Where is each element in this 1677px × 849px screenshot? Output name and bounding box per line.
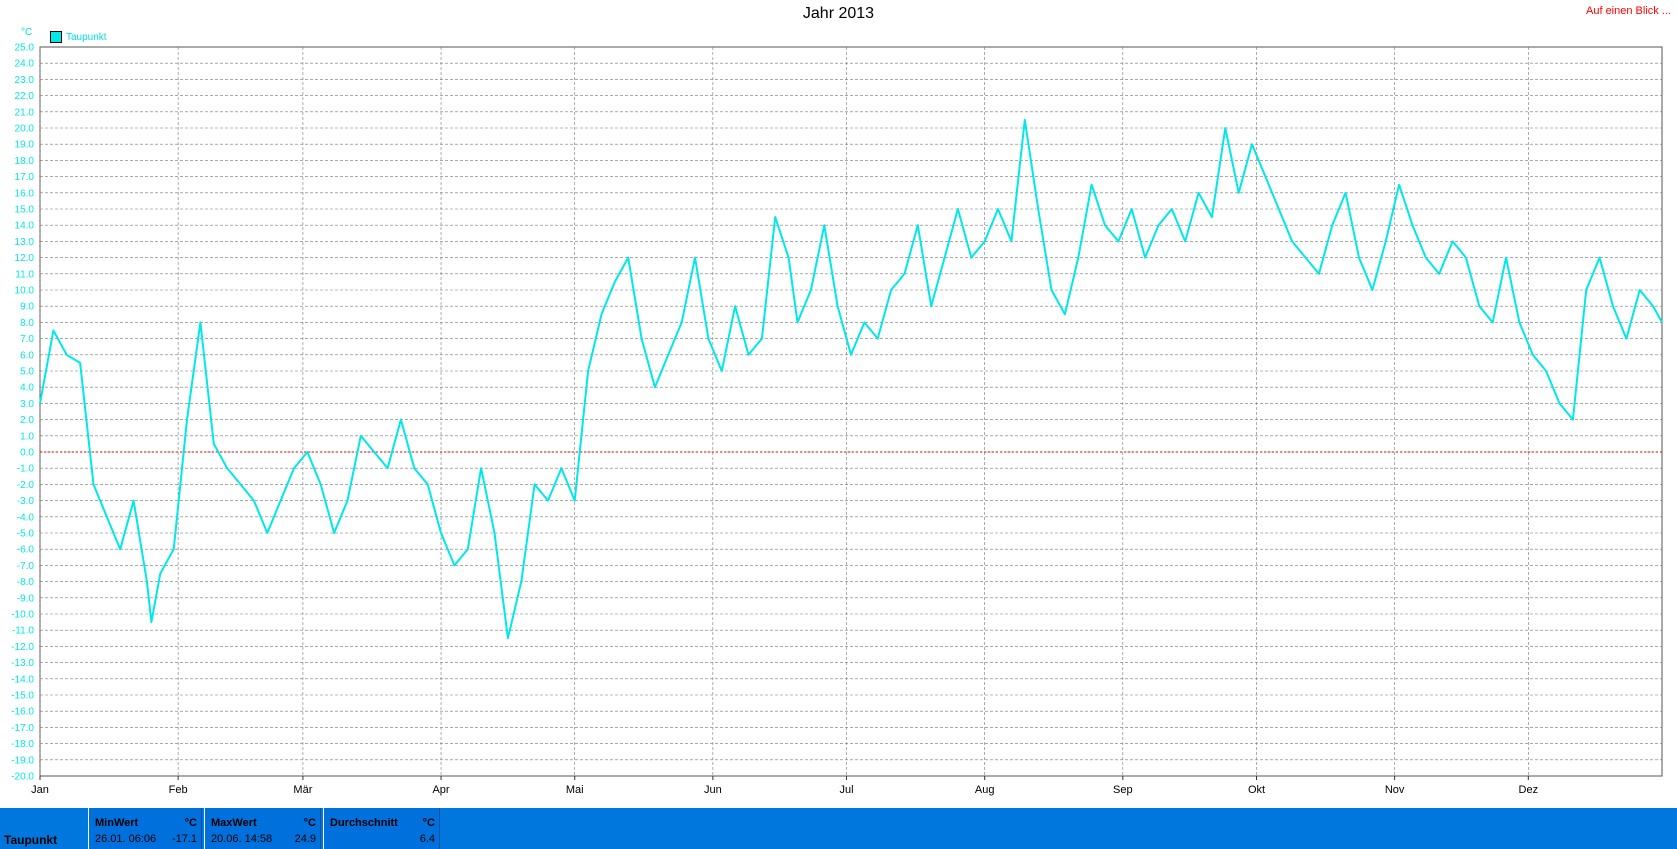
y-tick-label: 22.0	[15, 91, 35, 102]
chart-title: Jahr 2013	[802, 5, 875, 22]
y-tick-label: -7.0	[17, 561, 35, 572]
stats-max-cell: MaxWert °C 20.06. 14:58 24.9	[204, 808, 321, 849]
x-tick-label: Nov	[1385, 784, 1405, 796]
y-tick-label: -5.0	[17, 529, 35, 540]
y-tick-label: 16.0	[15, 188, 35, 199]
y-tick-label: -1.0	[17, 464, 35, 475]
y-tick-label: -2.0	[17, 480, 35, 491]
x-tick-label: Mär	[293, 784, 312, 796]
stats-min-header: MinWert	[95, 817, 139, 829]
y-tick-label: 11.0	[15, 269, 34, 280]
y-tick-label: -20.0	[11, 772, 34, 783]
y-tick-label: 0.0	[20, 448, 34, 459]
stats-max-value: 24.9	[294, 833, 316, 845]
y-tick-label: -19.0	[11, 755, 34, 766]
y-tick-label: 15.0	[15, 205, 35, 216]
legend-label: Taupunkt	[66, 31, 107, 43]
y-tick-label: -18.0	[11, 739, 34, 750]
y-tick-label: 17.0	[15, 172, 35, 183]
y-axis-unit: °C	[21, 27, 33, 38]
y-tick-label: -3.0	[17, 496, 35, 507]
y-tick-label: 8.0	[20, 318, 34, 329]
y-tick-label: 20.0	[15, 124, 35, 135]
x-tick-label: Okt	[1248, 784, 1265, 796]
y-tick-label: 21.0	[15, 107, 35, 118]
y-tick-label: -13.0	[11, 658, 34, 669]
y-tick-label: 19.0	[15, 140, 35, 151]
series-line-taupunkt	[39, 118, 1663, 640]
x-tick-label: Aug	[975, 784, 995, 796]
y-tick-label: -9.0	[17, 593, 35, 604]
plot-area	[39, 46, 1663, 777]
y-tick-label: 5.0	[20, 367, 34, 378]
x-tick-label: Dez	[1519, 784, 1539, 796]
y-tick-label: 25.0	[15, 43, 35, 54]
y-tick-label: 2.0	[20, 415, 34, 426]
y-tick-label: -8.0	[17, 577, 35, 588]
stats-max-unit: °C	[303, 817, 316, 829]
y-tick-label: 4.0	[20, 383, 34, 394]
stats-max-header: MaxWert	[211, 817, 257, 829]
y-tick-label: -10.0	[11, 610, 34, 621]
stats-min-date: 26.01. 06:06	[95, 833, 157, 845]
y-tick-label: -12.0	[11, 642, 34, 653]
stats-min-value: -17.1	[171, 833, 197, 845]
y-tick-label: -11.0	[12, 626, 34, 637]
stats-avg-cell: Durchschnitt °C 6.4	[323, 808, 440, 849]
legend-swatch	[50, 31, 62, 43]
x-tick-label: Jun	[704, 784, 722, 796]
y-tick-label: 10.0	[15, 286, 35, 297]
y-tick-label: -14.0	[11, 674, 34, 685]
y-tick-label: 1.0	[20, 431, 34, 442]
x-tick-label: Feb	[169, 784, 188, 796]
y-tick-label: 14.0	[15, 221, 35, 232]
y-tick-label: 7.0	[20, 334, 34, 345]
y-tick-label: -4.0	[17, 512, 35, 523]
y-tick-label: -6.0	[17, 545, 35, 556]
x-tick-label: Sep	[1113, 784, 1133, 796]
stats-min-unit: °C	[184, 817, 197, 829]
x-tick-label: Jan	[31, 784, 49, 796]
x-tick-label: Apr	[432, 784, 449, 796]
y-tick-label: 3.0	[20, 399, 34, 410]
stats-row-label: Taupunkt	[4, 833, 58, 847]
stats-avg-header: Durchschnitt	[330, 817, 398, 829]
y-tick-label: -15.0	[11, 691, 34, 702]
stats-avg-unit: °C	[422, 817, 435, 829]
legend[interactable]: Taupunkt	[50, 31, 107, 43]
y-tick-label: 12.0	[15, 253, 35, 264]
dewpoint-chart: 25.0 24.0 23.0 22.0 21.0 20.0 19.0 18.0 17.0 16.0…	[11, 43, 1663, 796]
overview-link[interactable]: Auf einen Blick ...	[1586, 5, 1671, 17]
stats-avg-value: 6.4	[419, 833, 435, 845]
y-tick-label: 18.0	[15, 156, 35, 167]
x-tick-label: Mai	[566, 784, 584, 796]
y-tick-label: 9.0	[20, 302, 34, 313]
x-tick-label: Jul	[840, 784, 854, 796]
y-tick-label: 13.0	[15, 237, 35, 248]
y-tick-label: -17.0	[11, 723, 34, 734]
y-tick-label: 6.0	[20, 350, 34, 361]
y-tick-label: 24.0	[15, 59, 35, 70]
stats-max-date: 20.06. 14:58	[211, 833, 273, 845]
y-tick-label: 23.0	[15, 75, 35, 86]
y-tick-label: -16.0	[11, 707, 34, 718]
stats-min-cell: MinWert °C 26.01. 06:06 -17.1	[88, 808, 202, 849]
